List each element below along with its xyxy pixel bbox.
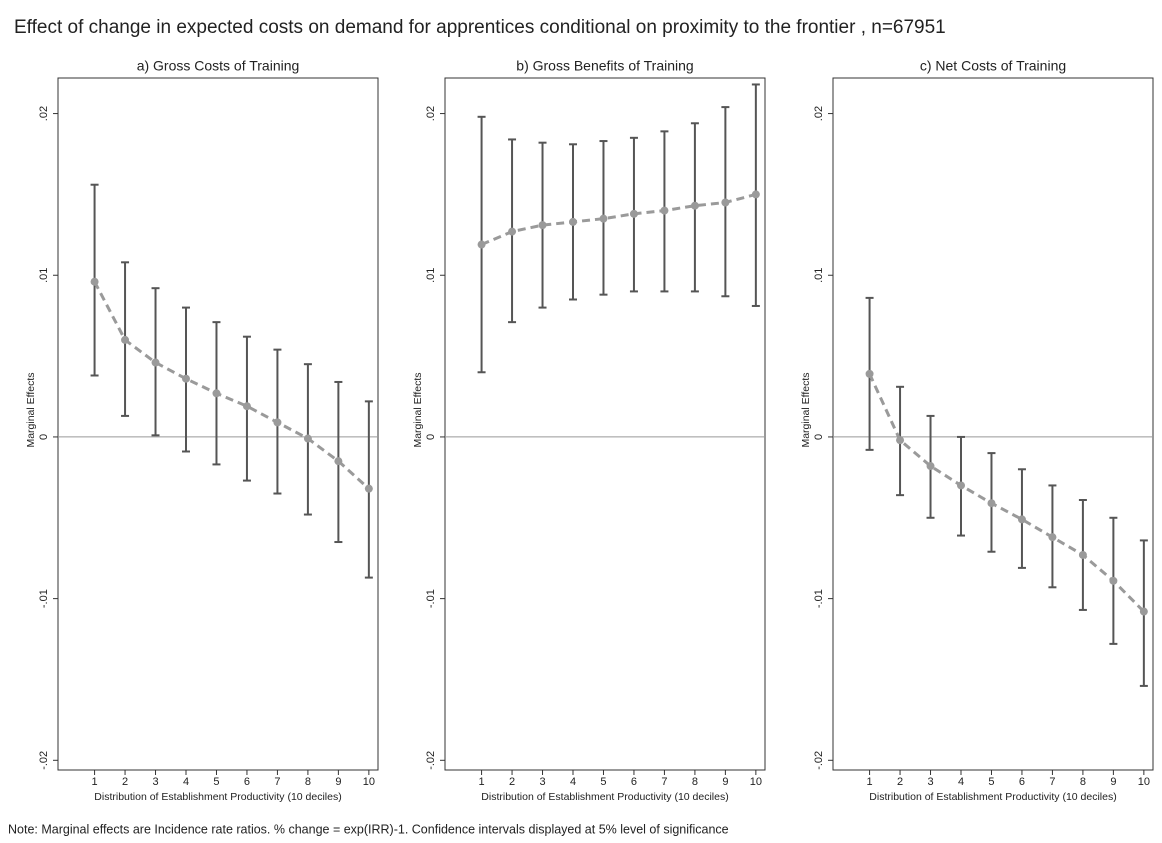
x-tick-label: 1 bbox=[92, 776, 98, 788]
estimate-point bbox=[364, 484, 373, 493]
panel-title: b) Gross Benefits of Training bbox=[516, 58, 693, 74]
estimate-point bbox=[865, 369, 874, 378]
estimate-point bbox=[660, 206, 669, 215]
y-tick-label: -.01 bbox=[425, 589, 437, 608]
x-tick-label: 6 bbox=[1019, 776, 1025, 788]
estimate-point bbox=[242, 402, 251, 411]
x-tick-label: 8 bbox=[305, 776, 311, 788]
y-tick-label: -.02 bbox=[425, 751, 437, 770]
y-tick-label: .02 bbox=[813, 106, 825, 121]
x-tick-label: 3 bbox=[539, 776, 545, 788]
x-tick-label: 1 bbox=[867, 776, 873, 788]
estimate-point bbox=[121, 335, 130, 344]
y-tick-label: 0 bbox=[813, 434, 825, 440]
estimate-point bbox=[629, 209, 638, 218]
estimate-point bbox=[957, 481, 965, 490]
x-axis-label: Distribution of Establishment Productivi… bbox=[481, 791, 728, 803]
x-tick-label: 1 bbox=[479, 776, 485, 788]
estimate-point bbox=[569, 217, 577, 226]
estimate-point bbox=[477, 240, 486, 249]
y-axis-label: Marginal Effects bbox=[800, 372, 812, 447]
estimate-point bbox=[273, 418, 282, 427]
y-tick-label: .02 bbox=[425, 106, 437, 121]
x-axis-label: Distribution of Establishment Productivi… bbox=[94, 791, 341, 803]
x-tick-label: 10 bbox=[1138, 776, 1150, 788]
estimate-point bbox=[926, 462, 935, 471]
estimate-point bbox=[538, 221, 547, 230]
estimate-point bbox=[151, 358, 160, 367]
y-axis-label: Marginal Effects bbox=[412, 372, 424, 447]
x-tick-label: 7 bbox=[661, 776, 667, 788]
x-tick-label: 4 bbox=[958, 776, 964, 788]
x-tick-label: 2 bbox=[897, 776, 903, 788]
plot-frame bbox=[57, 77, 379, 771]
estimate-point bbox=[212, 389, 221, 398]
y-tick-label: -.01 bbox=[813, 589, 825, 608]
estimate-line bbox=[93, 281, 370, 490]
y-tick-label: .01 bbox=[38, 268, 50, 283]
x-tick-label: 6 bbox=[244, 776, 250, 788]
estimate-point bbox=[599, 214, 608, 223]
x-tick-label: 5 bbox=[988, 776, 994, 788]
y-tick-label: .01 bbox=[813, 268, 825, 283]
y-tick-label: 0 bbox=[425, 434, 437, 440]
plot-frame bbox=[444, 77, 766, 771]
estimate-point bbox=[721, 198, 730, 207]
estimate-point bbox=[182, 374, 190, 383]
estimate-point bbox=[987, 499, 996, 508]
x-axis-label: Distribution of Establishment Productivi… bbox=[869, 791, 1116, 803]
x-tick-label: 9 bbox=[722, 776, 728, 788]
y-axis-label: Marginal Effects bbox=[25, 372, 37, 447]
estimate-point bbox=[751, 190, 760, 199]
estimate-point bbox=[1078, 550, 1087, 559]
plot-frame bbox=[832, 77, 1154, 771]
x-tick-label: 6 bbox=[631, 776, 637, 788]
x-tick-label: 3 bbox=[927, 776, 933, 788]
figure-title: Effect of change in expected costs on de… bbox=[14, 17, 946, 38]
y-tick-label: -.02 bbox=[813, 751, 825, 770]
x-tick-label: 4 bbox=[183, 776, 189, 788]
x-tick-label: 10 bbox=[750, 776, 762, 788]
estimate-point bbox=[1109, 576, 1118, 585]
x-tick-label: 4 bbox=[570, 776, 576, 788]
estimate-point bbox=[334, 457, 343, 466]
x-tick-label: 3 bbox=[152, 776, 158, 788]
y-tick-label: 0 bbox=[38, 434, 50, 440]
figure-note: Note: Marginal effects are Incidence rat… bbox=[8, 822, 729, 836]
y-tick-label: .02 bbox=[38, 106, 50, 121]
estimate-point bbox=[896, 436, 905, 445]
estimate-point bbox=[90, 277, 99, 286]
x-tick-label: 2 bbox=[122, 776, 128, 788]
estimate-point bbox=[303, 434, 312, 443]
estimate-point bbox=[1139, 607, 1148, 616]
x-tick-label: 7 bbox=[1049, 776, 1055, 788]
y-tick-label: -.01 bbox=[38, 589, 50, 608]
x-tick-label: 5 bbox=[213, 776, 219, 788]
estimate-point bbox=[1017, 515, 1026, 524]
y-tick-label: -.02 bbox=[38, 751, 50, 770]
panel-title: c) Net Costs of Training bbox=[920, 58, 1066, 74]
x-tick-label: 8 bbox=[1080, 776, 1086, 788]
x-tick-label: 8 bbox=[692, 776, 698, 788]
panel-title: a) Gross Costs of Training bbox=[137, 58, 300, 74]
y-tick-label: .01 bbox=[425, 268, 437, 283]
estimate-line bbox=[868, 373, 1145, 613]
x-tick-label: 2 bbox=[509, 776, 515, 788]
estimate-point bbox=[1048, 533, 1057, 542]
x-tick-label: 9 bbox=[1110, 776, 1116, 788]
x-tick-label: 10 bbox=[363, 776, 375, 788]
x-tick-label: 7 bbox=[274, 776, 280, 788]
estimate-point bbox=[690, 201, 699, 210]
estimate-line bbox=[480, 192, 757, 246]
estimate-point bbox=[508, 227, 517, 236]
x-tick-label: 9 bbox=[335, 776, 341, 788]
x-tick-label: 5 bbox=[600, 776, 606, 788]
